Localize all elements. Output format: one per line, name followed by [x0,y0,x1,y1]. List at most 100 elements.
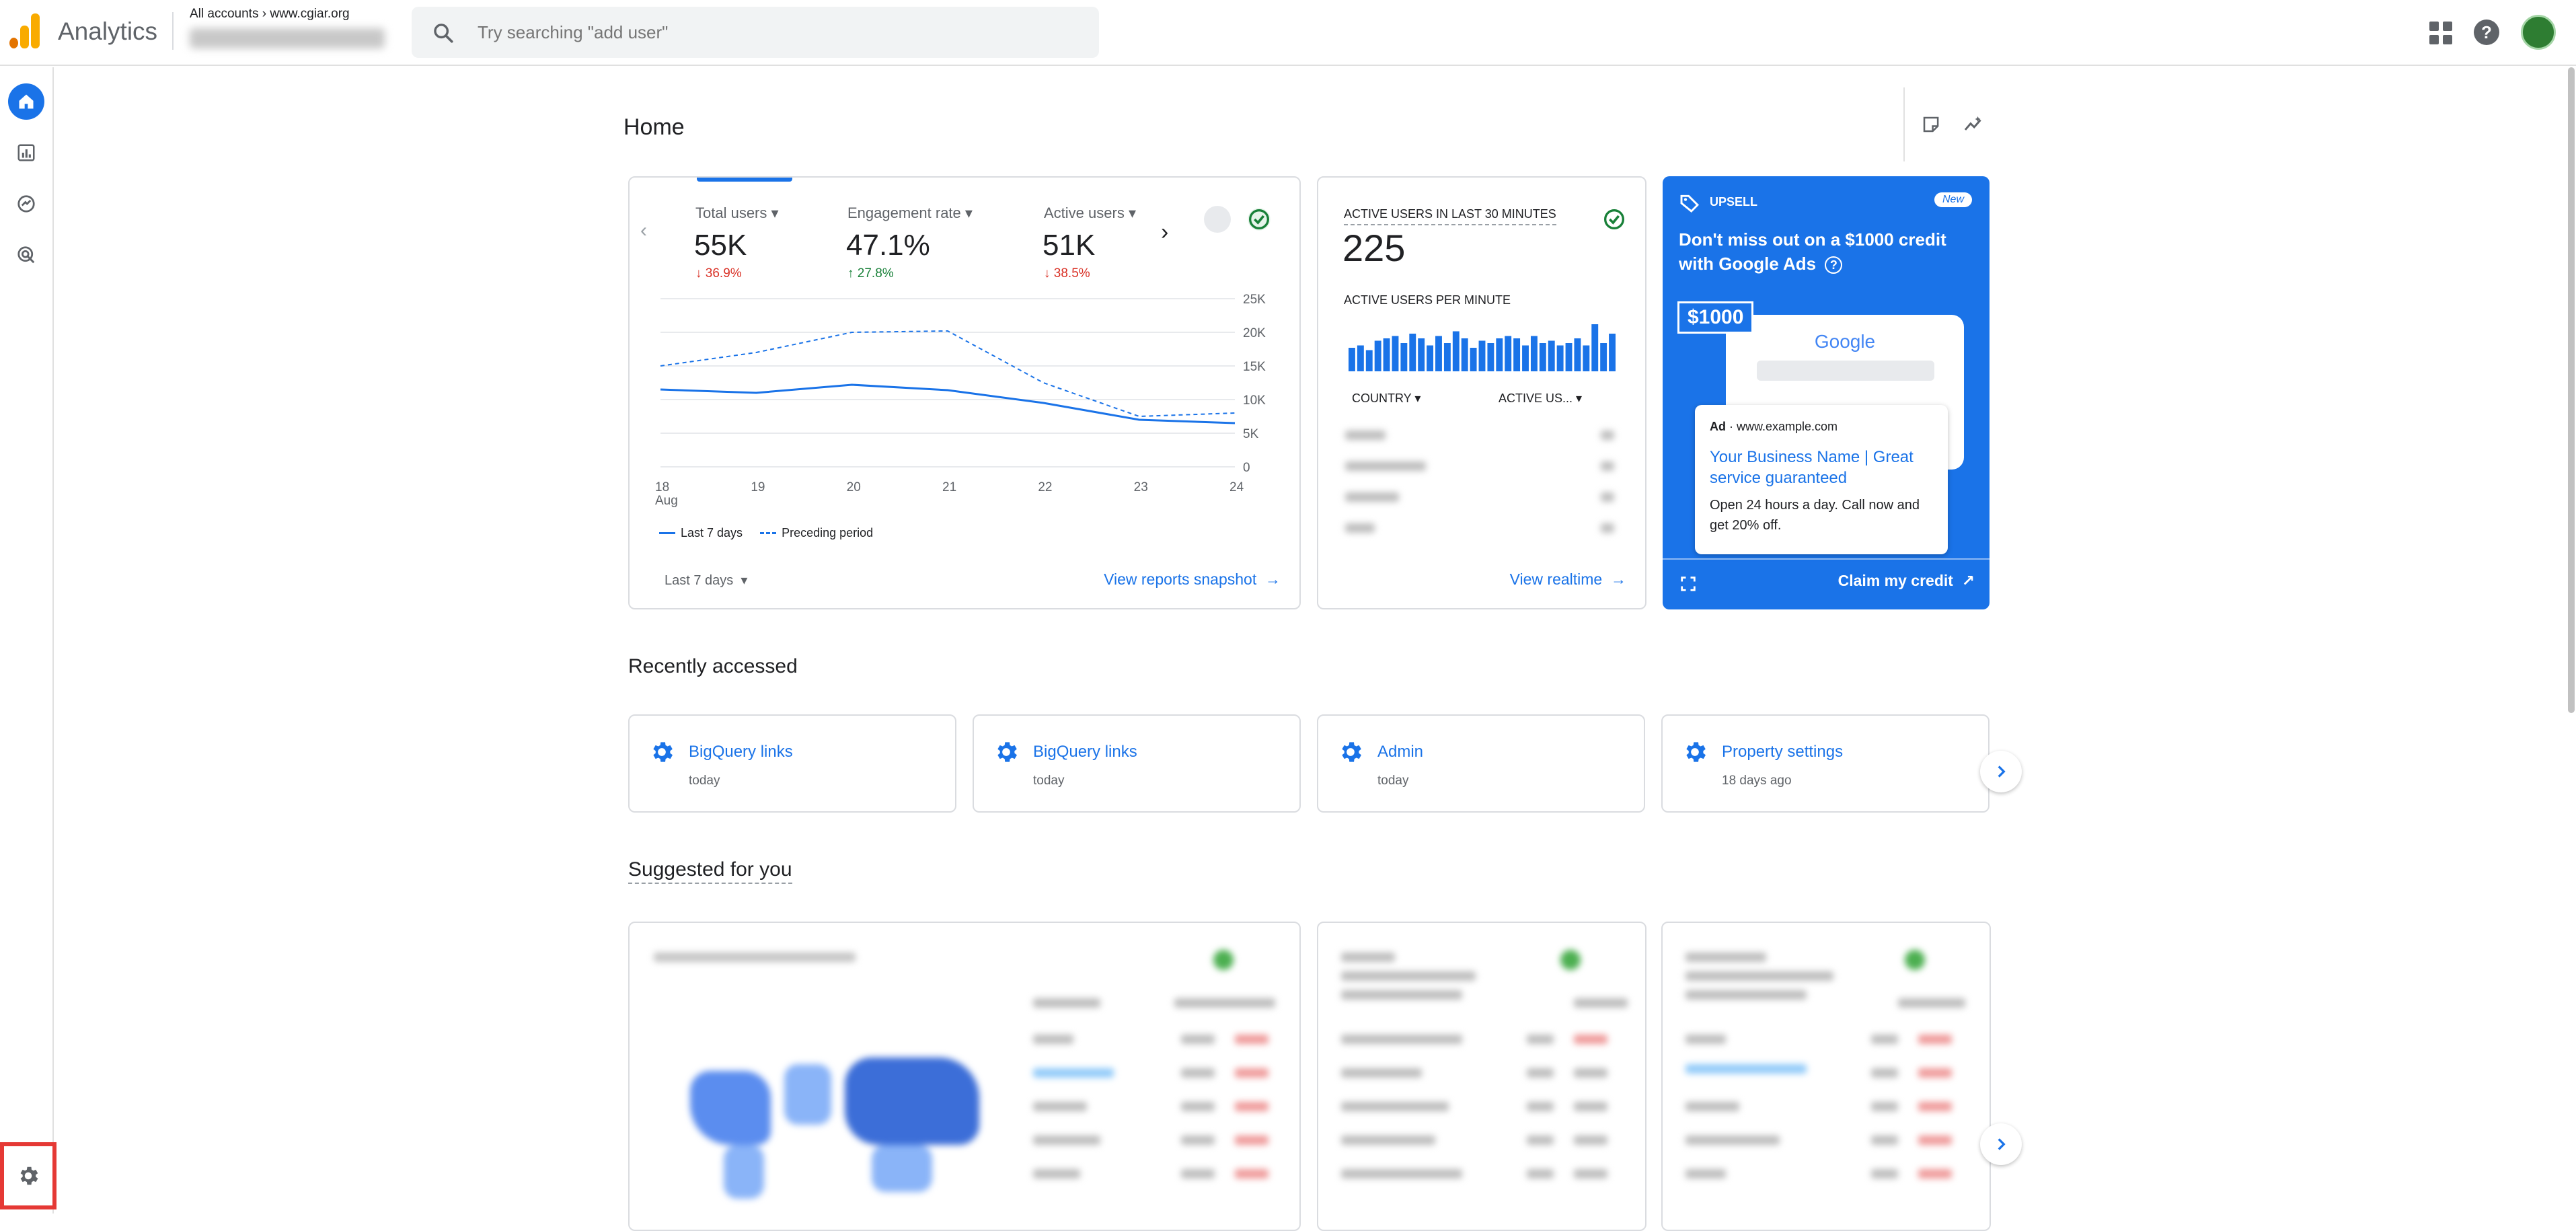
suggested-title: Suggested for you [628,858,792,884]
per-minute-bar [1452,331,1460,371]
breadcrumb[interactable]: All accounts › www.cgiar.org [190,7,350,22]
divider [1663,558,1990,560]
check-circle-icon[interactable] [1601,206,1628,233]
per-minute-bar [1591,324,1599,371]
overview-card: ‹ › Total users ▾ 55K ↓ 36.9% Engagement… [628,176,1301,609]
explore-icon [17,195,35,213]
recent-item-title: BigQuery links [1033,743,1137,761]
metric-delta: 36.9% [705,266,742,281]
google-wordmark: Google [1814,331,1876,352]
y-tick-label: 10K [1243,394,1266,408]
left-nav-rail [0,67,54,1214]
reports-nav-button[interactable] [8,135,44,171]
per-minute-bar [1522,345,1529,371]
col-country: COUNTRY [1352,391,1412,405]
per-minute-bar [1427,345,1434,371]
claim-credit-button[interactable]: Claim my credit ↗ [1838,572,1975,590]
per-minute-bar [1443,343,1451,371]
chevron-right-icon [1998,1138,2006,1150]
series-line-preceding-period [660,330,1236,418]
recent-item-time: today [689,774,720,788]
recent-item-time: today [1033,774,1065,788]
suggested-card-map[interactable] [628,922,1301,1231]
view-reports-snapshot-link[interactable]: View reports snapshot → [1104,570,1281,588]
y-tick-label: 20K [1243,326,1266,340]
search-input[interactable] [478,7,1069,58]
date-range-label: Last 7 days [665,573,734,588]
overview-line-chart: 25K 20K 15K 10K 5K 0 18 Aug 19 20 21 22 23 24 [655,293,1266,507]
per-minute-label: ACTIVE USERS PER MINUTE [1344,293,1511,307]
breadcrumb-property[interactable]: www.cgiar.org [270,7,350,21]
per-minute-bar [1574,338,1581,371]
help-icon[interactable]: ? [2474,20,2499,45]
recent-item[interactable]: Property settings 18 days ago [1661,714,1990,813]
recent-next-button[interactable] [1980,751,2022,792]
per-minute-bar [1609,334,1616,371]
advertising-nav-button[interactable] [8,237,44,273]
help-icon[interactable]: ? [1825,256,1843,274]
page-scrollbar[interactable] [2568,67,2575,713]
per-minute-bar [1556,345,1564,371]
x-tick-label: 21 [942,480,956,494]
metric-label: Total users [695,204,767,221]
breadcrumb-all-accounts[interactable]: All accounts [190,7,259,21]
chevron-left-icon[interactable]: ‹ [640,219,647,241]
admin-settings-button[interactable] [0,1142,56,1209]
cta-label: Claim my credit [1838,572,1953,589]
ad-prefix: Ad [1710,420,1726,433]
gear-icon [20,1166,38,1185]
recent-item[interactable]: Admin today [1317,714,1645,813]
expand-icon[interactable] [1679,574,1698,593]
ad-url: www.example.com [1737,420,1838,433]
search-bar[interactable] [412,7,1099,58]
active-tab-indicator [697,178,792,182]
recent-item-time: today [1377,774,1409,788]
gear-icon [1342,742,1361,762]
ad-title: Your Business Name | Great service guara… [1710,448,1914,487]
search-icon [434,24,453,43]
chevron-right-icon[interactable]: › [1161,219,1169,245]
suggested-next-button[interactable] [1980,1123,2022,1165]
check-circle-icon[interactable] [1246,206,1273,233]
avatar[interactable] [2521,15,2556,50]
per-minute-bar [1374,340,1381,371]
recently-accessed-title: Recently accessed [628,655,798,677]
per-minute-bar [1505,336,1512,371]
explore-nav-button[interactable] [8,186,44,222]
view-realtime-link[interactable]: View realtime → [1509,570,1626,588]
suggested-card-pages[interactable] [1317,922,1646,1231]
per-minute-bar [1349,348,1355,371]
realtime-value: 225 [1342,227,1406,269]
metric-value: 47.1% [846,229,930,262]
insights-icon[interactable] [1963,112,1984,137]
home-nav-button[interactable] [8,83,44,120]
x-tick-label: 22 [1038,480,1052,494]
recent-item-time: 18 days ago [1722,774,1792,788]
active-users-column-header[interactable]: ACTIVE US... ▾ [1499,391,1583,405]
date-range-dropdown[interactable]: Last 7 days ▾ [665,573,748,588]
insights-badge-icon[interactable] [1204,206,1231,233]
link-label: View realtime [1509,570,1603,588]
x-tick-label: 20 [847,480,861,494]
series-line-last-7-days [660,383,1236,424]
upsell-headline-text: Don't miss out on a $1000 credit with Go… [1679,229,1946,274]
per-minute-bar [1383,338,1390,371]
x-tick-label: 24 [1229,480,1244,494]
per-minute-bar [1400,343,1408,371]
open-external-icon: ↗ [1961,572,1975,589]
metric-label: Active users [1044,204,1125,221]
suggested-card-sessions[interactable] [1661,922,1991,1231]
apps-grid-icon[interactable] [2428,20,2452,44]
country-column-header[interactable]: COUNTRY ▾ [1352,391,1421,405]
account-picker[interactable] [190,28,385,48]
bar-chart-icon [17,144,35,161]
note-icon[interactable] [1921,112,1941,137]
recent-item[interactable]: BigQuery links today [628,714,956,813]
page-tools [1903,87,1984,161]
analytics-logo-icon[interactable] [9,13,40,48]
x-tick-label: 18 Aug [655,480,678,507]
per-minute-bar [1409,334,1416,371]
y-tick-label: 0 [1243,461,1250,475]
recent-item[interactable]: BigQuery links today [973,714,1301,813]
chart-legend: Last 7 days Preceding period [659,526,873,540]
